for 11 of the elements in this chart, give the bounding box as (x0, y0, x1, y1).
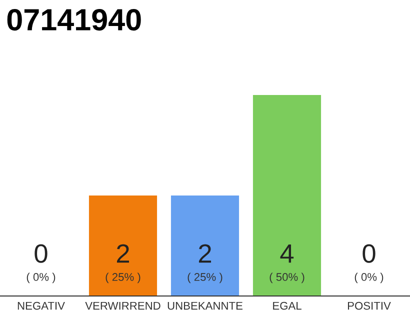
data-label: 2 ( 25% ) (188, 244, 222, 284)
x-tick-label: NEGATIV (18, 302, 65, 310)
data-label: 2 ( 25% ) (106, 244, 140, 284)
chart-title: 07141940 (7, 8, 141, 31)
x-tick-label: POSITIV (348, 302, 391, 310)
data-label: 0 ( 0% ) (26, 244, 56, 284)
x-tick-label: EGAL (273, 302, 302, 310)
x-tick-label: VERWIRREND (85, 302, 160, 310)
data-label: 0 ( 0% ) (354, 244, 384, 284)
x-tick-label: UNBEKANNTE (168, 302, 242, 310)
data-label: 4 ( 50% ) (270, 244, 304, 284)
